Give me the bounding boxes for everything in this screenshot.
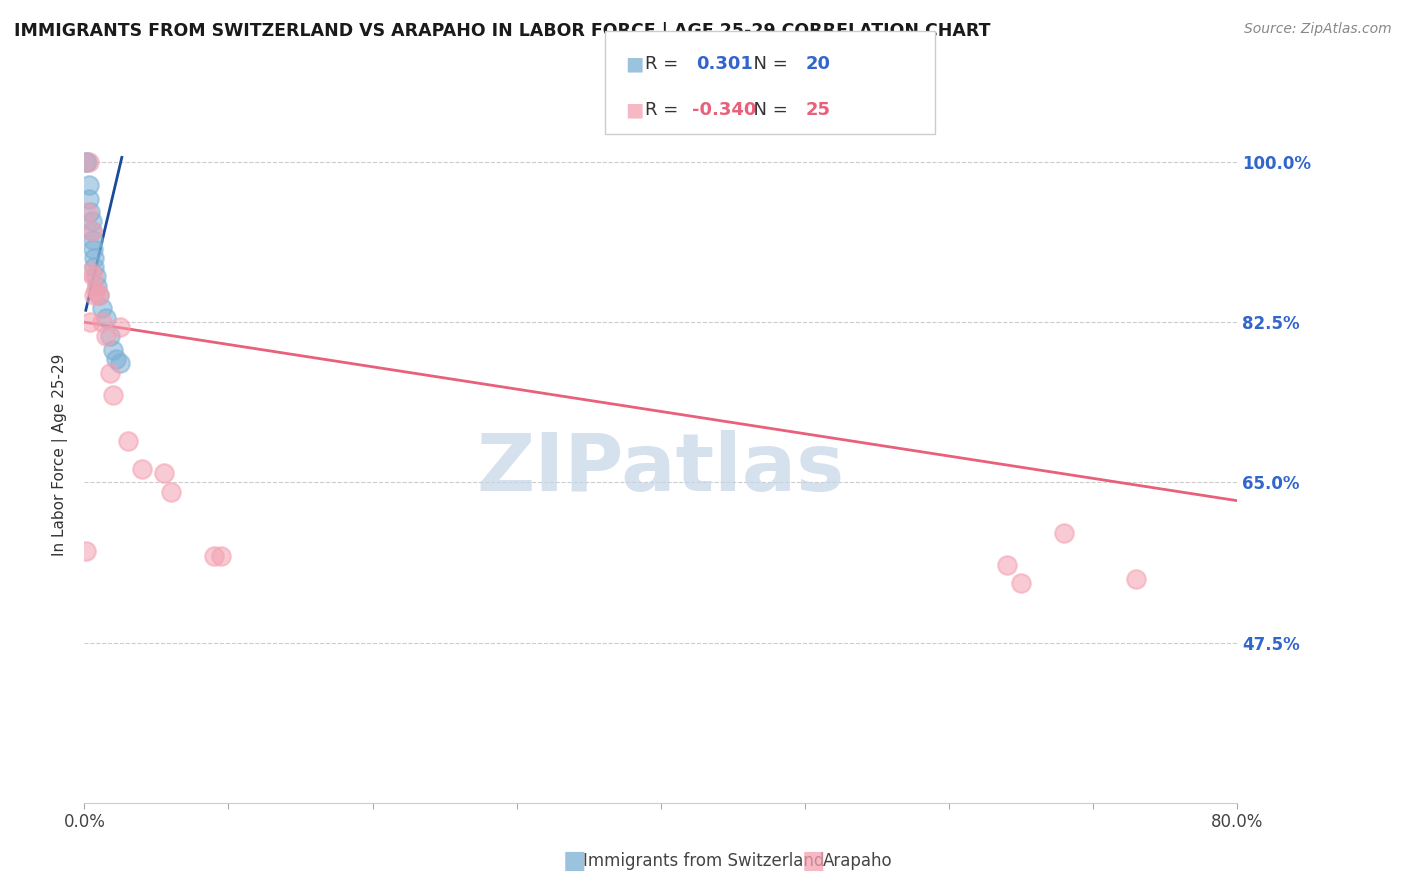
Point bbox=[77, 178, 100, 192]
Point bbox=[83, 260, 105, 275]
Text: R =: R = bbox=[645, 101, 685, 119]
Point bbox=[79, 205, 101, 219]
Text: IMMIGRANTS FROM SWITZERLAND VS ARAPAHO IN LABOR FORCE | AGE 25-29 CORRELATION CH: IMMIGRANTS FROM SWITZERLAND VS ARAPAHO I… bbox=[14, 22, 991, 40]
Point bbox=[83, 251, 105, 265]
Point bbox=[80, 224, 103, 238]
Y-axis label: In Labor Force | Age 25-29: In Labor Force | Age 25-29 bbox=[52, 354, 69, 556]
Point bbox=[82, 242, 104, 256]
Point bbox=[103, 388, 124, 402]
Point bbox=[75, 544, 97, 558]
Text: ■: ■ bbox=[801, 849, 825, 872]
Text: 0.301: 0.301 bbox=[696, 55, 752, 73]
Point bbox=[131, 461, 153, 475]
Point bbox=[94, 329, 117, 343]
Point bbox=[76, 155, 98, 169]
Point bbox=[82, 233, 104, 247]
Text: ■: ■ bbox=[626, 54, 644, 74]
Point bbox=[77, 192, 100, 206]
Text: Source: ZipAtlas.com: Source: ZipAtlas.com bbox=[1244, 22, 1392, 37]
Point bbox=[80, 224, 103, 238]
Point bbox=[80, 214, 103, 228]
Point bbox=[94, 310, 117, 325]
Point bbox=[82, 269, 104, 284]
Point bbox=[84, 283, 107, 297]
Point bbox=[98, 366, 121, 380]
Point bbox=[98, 329, 121, 343]
Point bbox=[110, 319, 132, 334]
Point bbox=[1053, 525, 1076, 540]
Text: N =: N = bbox=[742, 55, 794, 73]
Point bbox=[1010, 576, 1032, 591]
Point bbox=[105, 351, 128, 366]
Point bbox=[995, 558, 1018, 572]
Point bbox=[209, 549, 232, 563]
Point bbox=[117, 434, 139, 449]
Text: N =: N = bbox=[742, 101, 794, 119]
Point bbox=[87, 287, 110, 301]
Point bbox=[84, 269, 107, 284]
Text: Immigrants from Switzerland: Immigrants from Switzerland bbox=[583, 852, 825, 870]
Point bbox=[103, 343, 124, 357]
Text: ZIPatlas: ZIPatlas bbox=[477, 430, 845, 508]
Point bbox=[79, 265, 101, 279]
Text: ■: ■ bbox=[626, 100, 644, 120]
Text: 25: 25 bbox=[806, 101, 831, 119]
Point bbox=[202, 549, 225, 563]
Point bbox=[160, 484, 183, 499]
Point bbox=[90, 301, 112, 316]
Text: -0.340: -0.340 bbox=[692, 101, 756, 119]
Point bbox=[79, 315, 101, 329]
Point bbox=[83, 287, 105, 301]
Text: Arapaho: Arapaho bbox=[823, 852, 893, 870]
Point bbox=[1125, 572, 1147, 586]
Text: 20: 20 bbox=[806, 55, 831, 73]
Point bbox=[87, 287, 110, 301]
Point bbox=[90, 315, 112, 329]
Point bbox=[75, 155, 97, 169]
Point bbox=[110, 356, 132, 370]
Point bbox=[86, 278, 108, 293]
Point bbox=[77, 155, 100, 169]
Point bbox=[76, 205, 98, 219]
Text: R =: R = bbox=[645, 55, 690, 73]
Point bbox=[152, 467, 174, 481]
Text: ■: ■ bbox=[562, 849, 586, 872]
